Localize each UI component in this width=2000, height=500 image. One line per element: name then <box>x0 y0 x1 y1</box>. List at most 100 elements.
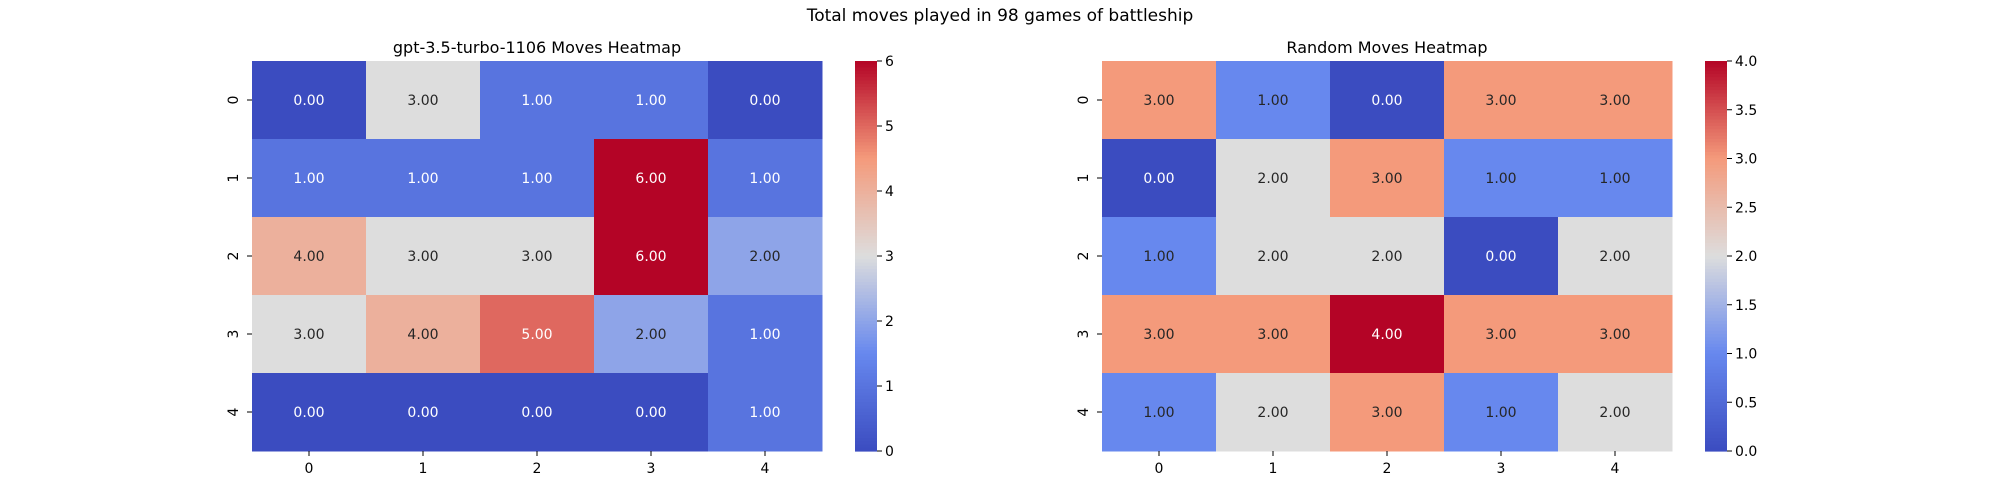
colorbar-segment <box>1705 148 1727 153</box>
colorbar-segment <box>855 265 877 270</box>
colorbar-segment <box>1705 285 1727 290</box>
colorbar-segment <box>855 382 877 387</box>
colorbar-segment <box>1705 243 1727 247</box>
colorbar-segment <box>1705 412 1727 416</box>
colorbar-segment <box>1705 350 1727 355</box>
colorbar-segment <box>1705 256 1727 260</box>
colorbar-segment <box>855 148 877 153</box>
cell-value-label: 3.00 <box>1599 327 1630 343</box>
heatmap-cell <box>1216 373 1331 452</box>
colorbar-segment <box>855 356 877 361</box>
colorbar-tick-label: 3.5 <box>1735 103 1757 119</box>
colorbar-segment <box>1705 399 1727 403</box>
colorbar-segment <box>1705 158 1727 163</box>
colorbar-segment <box>855 389 877 394</box>
cell-value-label: 3.00 <box>1485 93 1516 109</box>
colorbar-segment <box>1705 223 1727 228</box>
colorbar-tick-label: 0.5 <box>1735 395 1757 411</box>
cell-value-label: 5.00 <box>521 327 552 343</box>
colorbar-segment <box>1705 428 1727 433</box>
colorbar-segment <box>855 392 877 397</box>
colorbar-segment <box>855 204 877 208</box>
colorbar-segment <box>855 317 877 322</box>
colorbar-segment <box>1705 291 1727 296</box>
colorbar-segment <box>1705 301 1727 306</box>
cell-value-label: 2.00 <box>749 249 780 265</box>
colorbar-segment <box>855 291 877 296</box>
colorbar-segment <box>855 226 877 231</box>
heatmap-cell <box>480 139 595 218</box>
colorbar-segment <box>855 67 877 72</box>
colorbar-segment <box>1705 434 1727 439</box>
heatmap-cell <box>1102 295 1217 374</box>
colorbar-tick-label: 2.0 <box>1735 249 1757 265</box>
colorbar-segment <box>1705 304 1727 309</box>
colorbar-segment <box>1705 145 1727 150</box>
colorbar-segment <box>1705 317 1727 322</box>
heatmap-cell <box>1444 295 1559 374</box>
cell-value-label: 3.00 <box>1371 171 1402 187</box>
heatmap-cell <box>1444 217 1559 296</box>
heatmap-cell <box>1330 61 1445 140</box>
colorbar-segment <box>855 369 877 374</box>
colorbar-segment <box>1705 217 1727 221</box>
colorbar-segment <box>1705 230 1727 234</box>
heatmap-cell <box>594 139 709 218</box>
colorbar-segment <box>855 70 877 75</box>
heatmap-cell <box>252 139 367 218</box>
colorbar-segment <box>1705 259 1727 264</box>
colorbar-segment <box>1705 155 1727 160</box>
colorbar-segment <box>855 64 877 69</box>
colorbar-segment <box>1705 308 1727 312</box>
x-tick-label: 4 <box>761 461 770 477</box>
cell-value-label: 1.00 <box>749 327 780 343</box>
colorbar-segment <box>855 194 877 199</box>
heatmap-cell <box>708 217 823 296</box>
cell-value-label: 2.00 <box>1371 249 1402 265</box>
cell-value-label: 2.00 <box>1257 249 1288 265</box>
cell-value-label: 1.00 <box>521 171 552 187</box>
heatmap-cell <box>366 295 481 374</box>
cell-value-label: 2.00 <box>635 327 666 343</box>
colorbar-tick-label: 3.0 <box>1735 152 1757 168</box>
heatmap-cell <box>480 295 595 374</box>
colorbar-segment <box>1705 408 1727 413</box>
colorbar-tick-label: 1.5 <box>1735 298 1757 314</box>
cell-value-label: 0.00 <box>1371 93 1402 109</box>
cell-value-label: 2.00 <box>1599 405 1630 421</box>
colorbar-segment <box>1705 207 1727 212</box>
colorbar-segment <box>855 308 877 312</box>
colorbar-segment <box>855 337 877 342</box>
cell-value-label: 1.00 <box>1143 405 1174 421</box>
colorbar-segment <box>1705 330 1727 335</box>
colorbar-segment <box>855 285 877 290</box>
colorbar-segment <box>1705 119 1727 124</box>
colorbar-segment <box>855 256 877 260</box>
colorbar-segment <box>855 282 877 286</box>
cell-value-label: 6.00 <box>635 249 666 265</box>
colorbar-segment <box>1705 272 1727 277</box>
colorbar-segment <box>1705 233 1727 238</box>
heatmap-cell <box>594 373 709 452</box>
colorbar-segment <box>855 77 877 82</box>
colorbar-segment <box>855 132 877 137</box>
colorbar-segment <box>1705 373 1727 377</box>
colorbar-segment <box>1705 405 1727 410</box>
y-tick-label: 3 <box>226 330 242 339</box>
heatmap-cell <box>366 139 481 218</box>
colorbar-segment <box>855 239 877 244</box>
colorbar-segment <box>855 431 877 436</box>
colorbar-segment <box>1705 421 1727 426</box>
colorbar-segment <box>855 438 877 442</box>
cell-value-label: 3.00 <box>293 327 324 343</box>
colorbar-segment <box>855 61 877 65</box>
colorbar-segment <box>1705 187 1727 192</box>
heatmap-title: Random Moves Heatmap <box>1286 38 1487 57</box>
colorbar-segment <box>855 304 877 309</box>
colorbar-segment <box>1705 444 1727 449</box>
colorbar-segment <box>855 295 877 299</box>
colorbar-segment <box>1705 369 1727 374</box>
colorbar-segment <box>1705 295 1727 299</box>
colorbar-tick-label: 0 <box>885 444 894 460</box>
